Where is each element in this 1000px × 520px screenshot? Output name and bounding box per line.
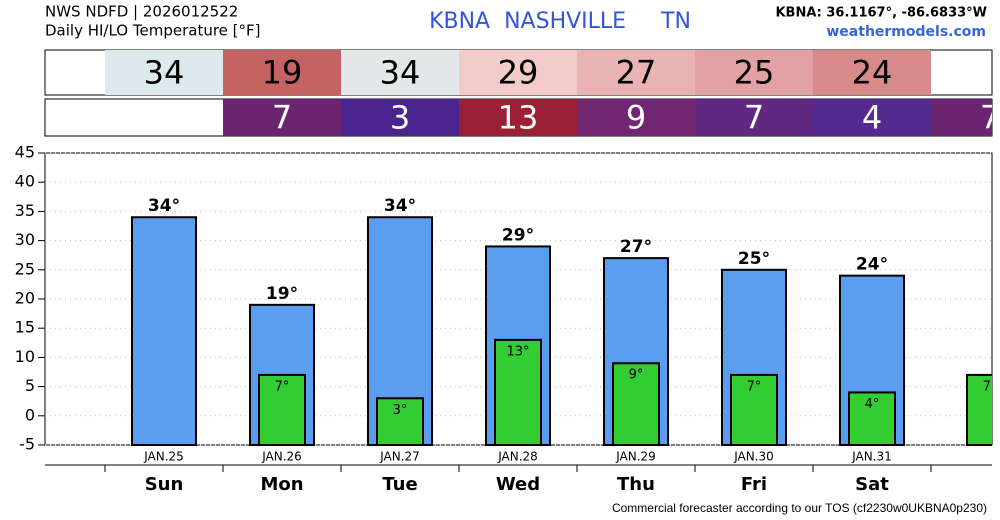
value-label: 4°: [865, 397, 880, 412]
strip-cell: [459, 50, 577, 95]
bar: [848, 391, 896, 447]
strip-value: 7: [980, 99, 1000, 137]
day-label: Mon: [260, 474, 303, 495]
strip-value: 7: [744, 99, 764, 137]
strip-cell: [813, 50, 931, 95]
strip-cell: [341, 50, 459, 95]
value-label: 19°: [266, 284, 298, 304]
strip-cell: [459, 99, 577, 136]
strip-cell: [577, 50, 695, 95]
site: weathermodels.com: [826, 24, 986, 40]
source: NWS NDFD | 2026012522: [45, 3, 238, 21]
y-tick-label: 15: [15, 318, 35, 337]
strip-value: 13: [498, 99, 539, 137]
x-tick-label: JAN.29: [615, 450, 656, 464]
y-tick-label: 0: [25, 405, 35, 424]
value-label: 25°: [738, 249, 770, 269]
x-tick-label: JAN.31: [851, 450, 892, 464]
strip-cell: [695, 99, 813, 136]
strips: 34 19 34 29 27 25 24 7 3 13 9 7 4 7: [105, 50, 1000, 137]
coords: KBNA: 36.1167°, -86.6833°W: [775, 6, 987, 21]
value-label: 34°: [148, 196, 180, 216]
y-tick-label: 30: [15, 230, 35, 249]
value-label: 24°: [856, 255, 888, 275]
product: Daily HI/LO Temperature [°F]: [45, 22, 261, 40]
y-tick-label: 40: [15, 172, 35, 191]
y-tick-label: 20: [15, 289, 35, 308]
strip-cell: [813, 99, 931, 136]
day-label: Fri: [741, 474, 767, 495]
day-label: Tue: [382, 474, 417, 495]
y-tick-label: 35: [15, 201, 35, 220]
bar: [612, 362, 660, 446]
strip-value: 27: [616, 54, 657, 92]
x-tick-label: JAN.30: [733, 450, 774, 464]
strip-cell: [695, 50, 813, 95]
strip-value: 24: [852, 54, 893, 92]
y-tick-label: 25: [15, 259, 35, 278]
strip-value: 25: [734, 54, 775, 92]
strip-value: 7: [272, 99, 292, 137]
y-tick-label: -5: [19, 435, 35, 454]
value-label: 9°: [629, 368, 644, 383]
y-tick-label: 45: [15, 143, 35, 162]
value-label: 27°: [620, 237, 652, 257]
value-label: 7°: [747, 379, 762, 394]
y-tick-label: 10: [15, 347, 35, 366]
x-tick-label: JAN.26: [261, 450, 302, 464]
strip-value: 34: [144, 54, 185, 92]
day-label: Sat: [855, 474, 889, 495]
value-label: 29°: [502, 225, 534, 245]
bar: [131, 216, 197, 446]
strip-cell: [223, 99, 341, 136]
value-label: 34°: [384, 196, 416, 216]
day-label: Sun: [145, 474, 184, 495]
bar: [730, 373, 778, 447]
value-label: 7°: [275, 379, 290, 394]
x-tick-label: JAN.27: [379, 450, 420, 464]
value-label: 3°: [393, 403, 408, 418]
y-tick-label: 5: [25, 376, 35, 395]
strip-cell: [105, 50, 223, 95]
strip-value: 4: [862, 99, 882, 137]
strip-cell: [341, 99, 459, 136]
value-label: 7°: [983, 379, 998, 394]
strip-value: 19: [262, 54, 303, 92]
strip-value: 34: [380, 54, 421, 92]
bars: 34° 19° 34° 29° 27° 25° 24° 7° 3° 13° 9° 7° 4° 7°: [131, 196, 998, 447]
strip-value: 3: [390, 99, 410, 137]
x-tick-label: JAN.25: [143, 450, 184, 464]
strip-value: 9: [626, 99, 646, 137]
strip-cell: [223, 50, 341, 95]
strip-cell: [577, 99, 695, 136]
day-label: Thu: [617, 474, 655, 495]
value-label: 13°: [506, 344, 529, 359]
bar: [376, 397, 424, 446]
footer: Commercial forecaster according to our T…: [612, 501, 987, 515]
bar: [258, 373, 306, 447]
bar: [966, 373, 992, 447]
x-tick-label: JAN.28: [497, 450, 538, 464]
bar: [494, 338, 542, 447]
chart-title: KBNA NASHVILLE TN: [429, 9, 691, 34]
strip-cell: [931, 99, 992, 136]
day-label: Wed: [496, 474, 540, 495]
strip-value: 29: [498, 54, 539, 92]
